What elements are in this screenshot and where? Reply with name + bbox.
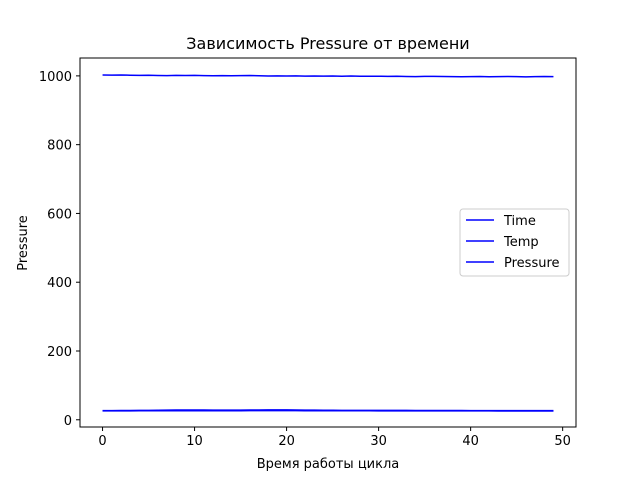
plot-frame <box>79 57 577 428</box>
legend: Time Temp Pressure <box>459 208 570 277</box>
y-tick-label: 1000 <box>39 70 72 85</box>
x-axis-label: Время работы цикла <box>257 457 400 472</box>
legend-label-time: Time <box>503 214 536 229</box>
y-axis-ticks: 0 200 400 600 800 1000 <box>39 70 80 429</box>
y-tick-label: 200 <box>47 345 72 360</box>
y-tick-label: 0 <box>64 414 72 429</box>
x-tick-label: 50 <box>554 434 571 449</box>
plot-area <box>102 74 554 412</box>
x-tick-label: 10 <box>186 434 203 449</box>
legend-label-pressure: Pressure <box>504 256 560 271</box>
x-tick-label: 40 <box>462 434 479 449</box>
legend-frame <box>459 208 570 277</box>
series-line-pressure <box>102 74 554 78</box>
x-tick-label: 20 <box>278 434 295 449</box>
y-tick-label: 400 <box>47 276 72 291</box>
y-tick-label: 800 <box>47 139 72 154</box>
y-tick-label: 600 <box>47 207 72 222</box>
series-line-temp <box>102 409 554 412</box>
x-tick-label: 0 <box>98 434 106 449</box>
y-axis-label: Pressure <box>16 215 31 271</box>
x-tick-label: 30 <box>370 434 387 449</box>
chart-title: Зависимость Pressure от времени <box>186 34 469 53</box>
x-axis-ticks: 0 10 20 30 40 50 <box>98 427 571 449</box>
legend-label-temp: Temp <box>503 235 539 250</box>
